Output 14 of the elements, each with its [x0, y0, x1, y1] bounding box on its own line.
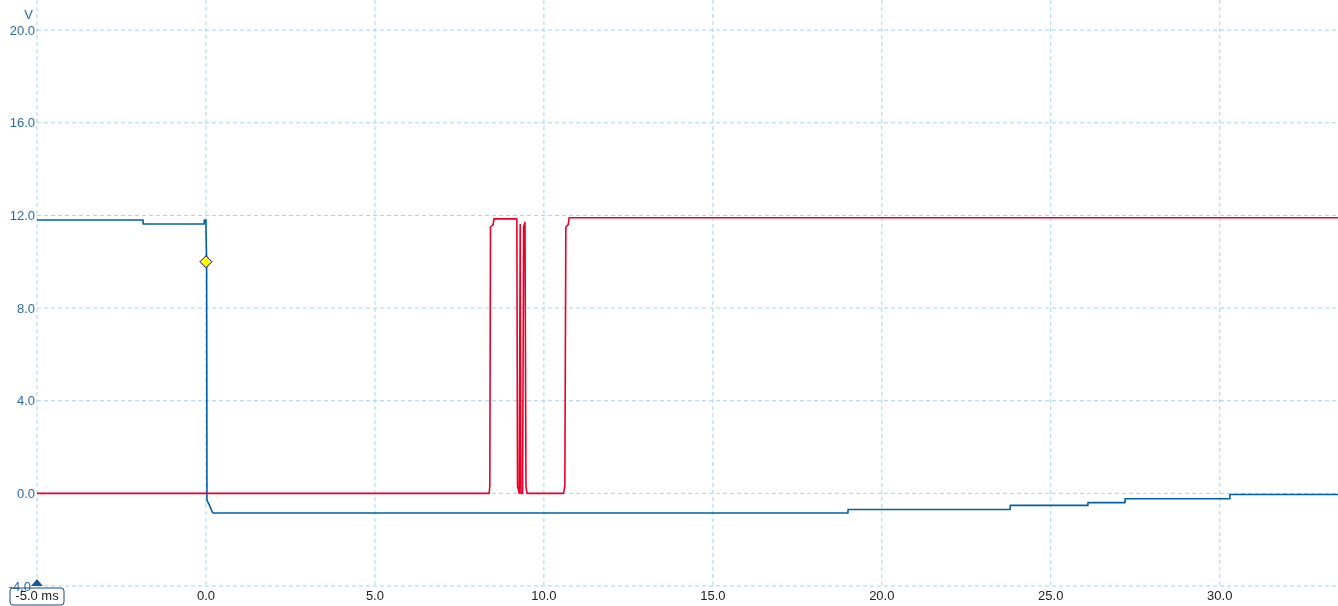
y-tick-label: 4.0 [16, 393, 35, 409]
y-tick-label: 16.0 [9, 115, 35, 131]
y-tick-label: 20.0 [9, 22, 35, 38]
y-tick-label: 8.0 [16, 300, 35, 316]
y-tick-label: 12.0 [9, 207, 35, 223]
x-tick-label: 5.0 [365, 588, 384, 603]
x-tick-label: 25.0 [1038, 588, 1064, 603]
y-tick-label: 0.0 [16, 485, 35, 501]
x-tick-label: 0.0 [196, 588, 215, 603]
x-tick-label: 10.0 [531, 588, 557, 603]
x-tick-label: 20.0 [869, 588, 895, 603]
x-tick-label: 15.0 [700, 588, 726, 603]
x-tick-label: 30.0 [1207, 588, 1233, 603]
y-axis-title: V [24, 7, 34, 22]
